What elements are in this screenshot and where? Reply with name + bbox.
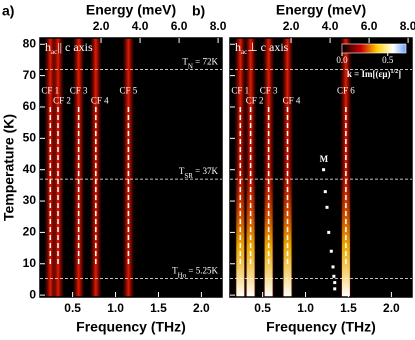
x2-tick-label: 8.0 [400, 19, 415, 33]
x-axis-title: Frequency (THz) [266, 319, 376, 335]
mode-point [331, 265, 335, 269]
field-label-rest: ⊥ c axis [247, 40, 288, 54]
temperature-label-sub: SR [184, 172, 193, 180]
x-tick-label: 1.0 [297, 301, 314, 315]
colorbar-label-main: k = Im[(εμ) [347, 69, 391, 79]
temperature-label-main: T [182, 56, 188, 66]
y-tick-label: 10 [23, 256, 37, 270]
x2-tick-label: 6.0 [171, 19, 188, 33]
y-axis-title: Temperature (K) [1, 114, 17, 221]
y-tick-label: 20 [23, 225, 37, 239]
colorbar-label: k = Im[(εμ)1/2] [347, 69, 401, 79]
x2-tick-label: 4.0 [322, 19, 339, 33]
cf-label: CF 2 [246, 95, 264, 105]
intensity-hot [264, 169, 273, 297]
cf-label: CF 3 [70, 85, 88, 95]
plot-frame [39, 37, 223, 298]
colorbar-tick-label: 0.0 [336, 55, 348, 65]
x2-axis-title: Energy (meV) [276, 2, 366, 18]
cf-label: CF 1 [231, 85, 249, 95]
mode-point [325, 205, 329, 209]
field-label-main: h [45, 40, 51, 54]
panel-label: b) [192, 3, 205, 19]
x-tick-label: 1.5 [150, 301, 167, 315]
cf-label: CF 4 [283, 95, 301, 105]
mode-point [333, 281, 337, 285]
mode-point [329, 249, 333, 253]
mode-point [333, 287, 337, 291]
colorbar-tick-label: 0.5 [382, 55, 394, 65]
temperature-label: TSR = 37K [179, 166, 219, 180]
x-tick-label: 0.5 [64, 301, 81, 315]
cf-label: CF 1 [41, 85, 59, 95]
intensity-hot [246, 169, 255, 297]
cf-label: CF 6 [337, 85, 355, 95]
plot-background [230, 38, 412, 297]
field-label-main: h [235, 40, 241, 54]
temperature-label-rest: = 72K [193, 56, 219, 66]
temperature-label-main: T [179, 166, 185, 176]
x-tick-label: 1.5 [340, 301, 357, 315]
cf-label: CF 2 [53, 95, 71, 105]
colorbar-label-end: ] [398, 69, 401, 79]
x-axis-title: Frequency (THz) [76, 319, 186, 335]
y-tick-label: 80 [23, 36, 37, 50]
field-label-sub: ac [241, 48, 247, 56]
intensity-hot [283, 169, 292, 297]
x2-axis-title: Energy (meV) [86, 2, 176, 18]
colorbar-label-sup: 1/2 [390, 69, 398, 75]
field-label-rest: || c axis [57, 40, 93, 54]
cf-label: CF 5 [120, 85, 138, 95]
cf-label: CF 4 [91, 95, 109, 105]
x2-tick-label: 4.0 [132, 19, 149, 33]
mode-point [322, 168, 326, 172]
x2-tick-label: 8.0 [210, 19, 227, 33]
temperature-label-sub: Ho [178, 271, 187, 279]
y-tick-label: 40 [23, 162, 37, 176]
x-tick-label: 2.0 [383, 301, 400, 315]
x2-tick-label: 6.0 [361, 19, 378, 33]
y-tick-label: 50 [23, 131, 37, 145]
mode-point [327, 230, 331, 234]
temperature-label-rest: = 37K [193, 166, 219, 176]
x2-tick-label: 2.0 [283, 19, 300, 33]
x-tick-label: 0.5 [254, 301, 271, 315]
mode-point [332, 274, 336, 278]
plot-frame [229, 37, 413, 298]
field-label: hac|| c axis [45, 40, 93, 56]
temperature-label: THo = 5.25K [172, 266, 218, 280]
field-label: hac⊥ c axis [235, 40, 289, 56]
temperature-label-rest: = 5.25K [186, 266, 218, 276]
y-tick-label: 70 [23, 68, 37, 82]
colorbar [341, 43, 407, 54]
x-tick-label: 2.0 [193, 301, 210, 315]
y-tick-label: 0 [29, 287, 36, 301]
cf-label: CF 3 [260, 85, 278, 95]
x2-tick-label: 2.0 [93, 19, 110, 33]
mode-label: M [320, 154, 329, 164]
x-tick-label: 1.0 [107, 301, 124, 315]
temperature-label: TN = 72K [182, 56, 218, 70]
mode-point [323, 190, 327, 194]
intensity-hot [341, 169, 350, 297]
panel-label: a) [2, 3, 14, 19]
intensity-hot [236, 169, 245, 297]
field-label-sub: ac [51, 48, 57, 56]
temperature-label-sub: N [188, 62, 193, 70]
temperature-label-main: T [172, 266, 178, 276]
y-tick-label: 30 [23, 193, 37, 207]
y-tick-label: 60 [23, 99, 37, 113]
